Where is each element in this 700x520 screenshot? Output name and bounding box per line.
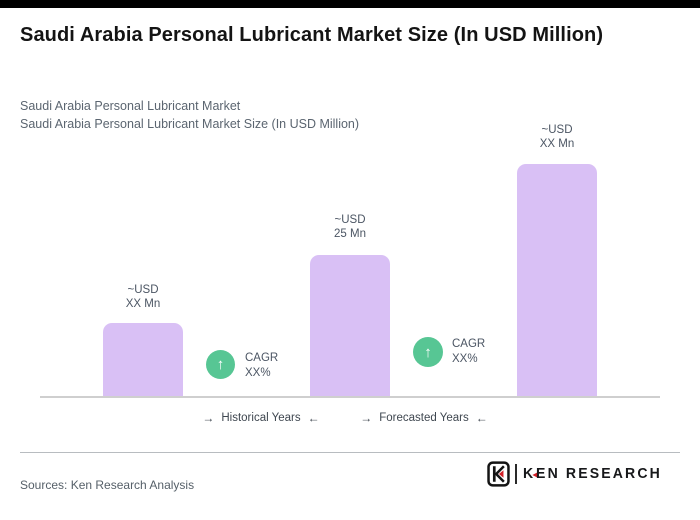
cagr2-line2: XX%	[452, 352, 478, 365]
bar3-label-line2: XX Mn	[539, 138, 575, 150]
ken-research-logo: K◀EN RESEARCH	[487, 461, 666, 487]
cagr-annotation: CAGR XX%	[245, 351, 278, 380]
subtitle-line-2: Saudi Arabia Personal Lubricant Market S…	[20, 116, 360, 131]
top-black-bar	[0, 0, 700, 8]
red-triangle-icon: ◀	[532, 469, 538, 479]
cagr1-line2: XX%	[245, 366, 271, 379]
bar-value-label: ~USD 25 Mn	[280, 213, 420, 241]
sources-note: Sources: Ken Research Analysis	[20, 478, 195, 492]
bar-value-label: ~USD XX Mn	[73, 283, 213, 311]
logo-wordmark: K◀EN RESEARCH	[523, 466, 662, 482]
logo-letter-k: K	[523, 466, 536, 482]
chart-bar	[310, 255, 390, 397]
arrow-right-icon: →	[360, 411, 373, 425]
cagr-badge: ↑	[413, 337, 443, 367]
bar1-label-line2: XX Mn	[125, 298, 161, 310]
arrow-right-icon: →	[202, 411, 215, 425]
subtitle-line-1: Saudi Arabia Personal Lubricant Market	[20, 99, 241, 113]
bar1-label-line1: ~USD	[127, 284, 159, 296]
arrow-up-icon: ↑	[424, 343, 432, 361]
axis-label-historical-text: Historical Years	[221, 412, 301, 424]
chart-bar	[103, 323, 183, 397]
ken-research-k-mark-icon	[487, 461, 510, 487]
cagr-badge: ↑	[206, 350, 235, 379]
chart-subtitle: Saudi Arabia Personal Lubricant Market S…	[20, 98, 640, 133]
axis-label-forecasted-text: Forecasted Years	[379, 412, 469, 424]
arrow-up-icon: ↑	[216, 356, 225, 373]
axis-label-historical: → Historical Years ←	[161, 409, 361, 427]
page-title: Saudi Arabia Personal Lubricant Market S…	[20, 24, 604, 46]
chart-bar	[517, 164, 597, 397]
bar-value-label: ~USD XX Mn	[487, 123, 627, 151]
bar2-label-line2: 25 Mn	[334, 228, 366, 240]
axis-label-forecasted: → Forecasted Years ←	[324, 409, 524, 427]
cagr2-line1: CAGR	[452, 338, 486, 350]
cagr-annotation: CAGR XX%	[452, 337, 485, 366]
cagr1-line1: CAGR	[245, 352, 279, 364]
footer-divider	[20, 452, 680, 453]
logo-separator	[515, 464, 517, 484]
logo-text-rest: EN RESEARCH	[536, 466, 662, 482]
bar3-label-line1: ~USD	[541, 124, 573, 136]
bar2-label-line1: ~USD	[334, 214, 366, 226]
x-axis-line	[40, 396, 660, 398]
arrow-left-icon: ←	[475, 411, 488, 425]
arrow-left-icon: ←	[307, 411, 320, 425]
